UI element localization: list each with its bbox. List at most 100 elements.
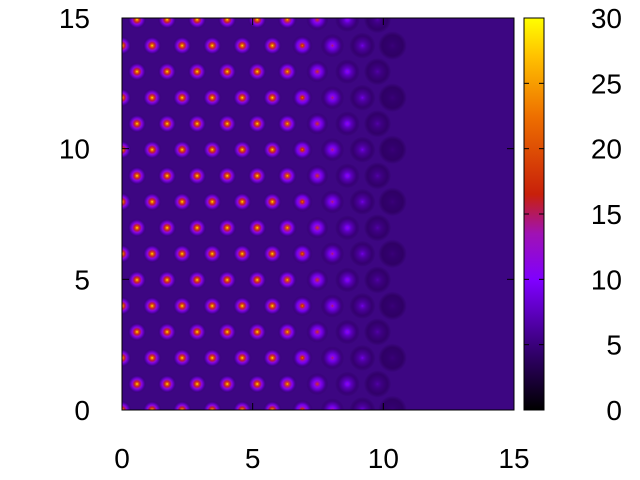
heatmap-peak [277, 166, 298, 186]
heatmap-peak [187, 218, 207, 238]
y-axis: 0 5 10 15 [59, 3, 514, 426]
heatmap-peak [232, 244, 252, 264]
heatmap-peak [142, 36, 162, 55]
heatmap-peak [306, 268, 329, 291]
heatmap-peak [142, 192, 162, 212]
x-axis: 0 5 10 15 [114, 18, 530, 474]
heatmap-peak [335, 267, 360, 293]
heatmap-background [122, 18, 514, 410]
heatmap-peak [262, 140, 282, 160]
heatmap-peak [378, 291, 407, 321]
heatmap-peak [202, 296, 222, 316]
y-tick-label: 10 [59, 134, 90, 165]
heatmap-peak [349, 240, 376, 267]
heatmap-peak [306, 216, 329, 239]
heatmap-peak [363, 162, 392, 190]
heatmap-peak [262, 36, 282, 55]
colorbar-tick-label: 0 [606, 395, 622, 426]
heatmap-peak [217, 374, 237, 394]
heatmap-peak [217, 270, 237, 290]
heatmap-peak [277, 18, 298, 30]
heatmap-peak [187, 270, 207, 290]
heatmap-peak [335, 111, 360, 137]
heatmap-peak [142, 296, 162, 316]
heatmap-peak [172, 348, 192, 368]
colorbar-tick-label: 15 [591, 199, 622, 230]
heatmap-peak [142, 348, 162, 368]
heatmap-peak [277, 61, 298, 82]
heatmap-peak [247, 62, 267, 81]
heatmap-peak [172, 400, 192, 410]
heatmap-peak [363, 266, 392, 294]
heatmap-peak [187, 114, 207, 134]
heatmap-peak [320, 294, 345, 318]
heatmap-peak [202, 244, 222, 264]
heatmap-peak [202, 88, 222, 108]
heatmap-peak [320, 190, 345, 214]
heatmap-peak [157, 114, 177, 134]
heatmap-peak [217, 218, 237, 238]
heatmap-peak [127, 114, 147, 134]
heatmap-peak [187, 374, 207, 394]
heatmap-peak [232, 296, 252, 316]
heatmap-peak [349, 84, 376, 111]
plot-frame [121, 17, 515, 411]
heatmap-peak [202, 400, 222, 410]
heatmap-peak [262, 348, 282, 368]
heatmap-peak [335, 215, 360, 241]
heatmap-peak [127, 270, 147, 290]
heatmap-peak [122, 192, 132, 212]
heatmap-peaks [122, 18, 407, 410]
heatmap-peak [349, 292, 376, 319]
heatmap-peak [157, 62, 177, 81]
heatmap-peak [335, 59, 360, 84]
heatmap-peak [378, 187, 407, 217]
heatmap-peak [247, 114, 267, 134]
heatmap-peak [320, 398, 345, 410]
heatmap-peak [349, 188, 376, 215]
heatmap-peak [142, 140, 162, 160]
heatmap-peak [277, 218, 298, 238]
heatmap-peak [157, 374, 177, 394]
heatmap-peak [363, 57, 392, 86]
heatmap-peak [232, 36, 252, 55]
heatmap-peak [378, 135, 407, 165]
y-tick-label: 5 [74, 264, 90, 295]
heatmap-peak [217, 62, 237, 81]
heatmap-peak [306, 320, 329, 343]
heatmap-peak [172, 36, 192, 55]
x-tick-label: 10 [368, 443, 399, 474]
heatmap-peak [122, 140, 132, 160]
heatmap-peak [157, 166, 177, 186]
heatmap-peak [306, 372, 329, 396]
heatmap-peak [232, 400, 252, 410]
heatmap-peak [122, 36, 132, 55]
heatmap-peak [202, 140, 222, 160]
heatmap-peak [247, 166, 267, 186]
heatmap-peak [262, 400, 282, 410]
heatmap-peak [349, 344, 376, 371]
heatmap-peak [217, 322, 237, 342]
heatmap-peak [122, 400, 132, 410]
colorbar-tick-label: 10 [591, 264, 622, 295]
heatmap-peak [172, 296, 192, 316]
heatmap-peak [335, 18, 360, 32]
x-tick-label: 5 [245, 443, 261, 474]
heatmap-peak [127, 322, 147, 342]
heatmap-peak [217, 166, 237, 186]
heatmap-peak [127, 62, 147, 81]
heatmap-peak [127, 18, 147, 29]
heatmap-peak [262, 244, 282, 264]
heatmap-peak [172, 140, 192, 160]
colorbar-tick-label: 25 [591, 68, 622, 99]
heatmap-peak [157, 322, 177, 342]
heatmap-peak [378, 395, 407, 410]
heatmap-peak [232, 192, 252, 212]
heatmap-peak [277, 374, 298, 394]
heatmap-peak [335, 163, 360, 189]
heatmap-peak [142, 400, 162, 410]
heatmap-peak [306, 60, 329, 83]
heatmap-peak [157, 218, 177, 238]
colorbar-tick-label: 5 [606, 330, 622, 361]
heatmap-peak [217, 18, 237, 29]
